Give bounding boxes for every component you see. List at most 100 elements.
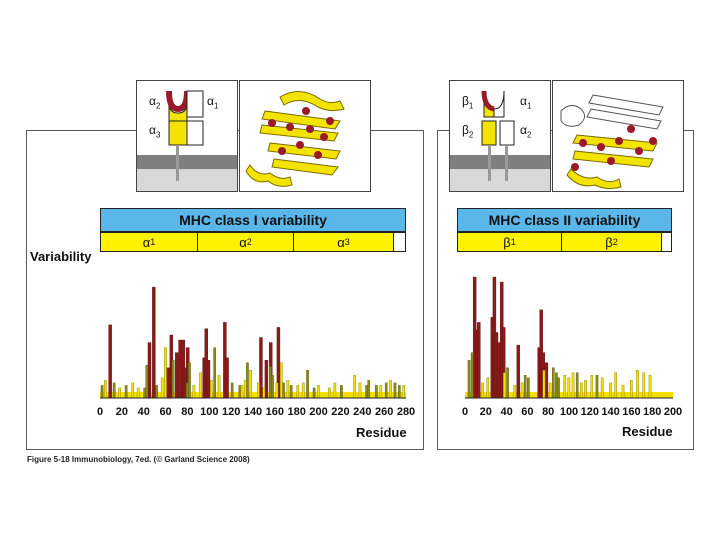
x-axis-label-class-i: Residue [356,425,407,440]
variability-bar-high [182,367,187,399]
variability-bar-medium [557,377,560,399]
variability-bar-medium [246,362,249,399]
variability-bar-medium [188,362,191,399]
x-tick-label: 40 [500,406,513,418]
domain-tail [394,233,405,251]
variability-bar-low [609,382,612,399]
class-ii-variability-chart [465,276,673,399]
variability-bar-low [333,382,337,399]
x-tick-label: 120 [221,406,241,418]
x-tick-label: 160 [265,406,285,418]
variability-bar-low [131,382,134,399]
variability-bar-high [516,344,521,399]
variability-bar-low [353,375,356,399]
x-tick-label: 0 [96,406,104,418]
x-tick-label: 20 [479,406,492,418]
x-tick-label: 140 [243,406,263,418]
variability-bar-high [178,339,182,399]
variability-bar-low [199,372,202,399]
variability-bar-medium [213,347,216,399]
variability-bar-medium [171,359,175,399]
variability-bar-medium [393,382,397,399]
variability-bar-low [614,372,618,399]
variability-bar-low [402,385,406,399]
variability-bar-low [567,377,571,399]
variability-bar-low [358,382,362,399]
x-tick-label: 180 [643,406,662,418]
protein-structure-icon [245,91,345,187]
variability-bar-low [513,385,517,399]
x-tick-label: 60 [521,406,534,418]
x-tick-label: 240 [353,406,372,418]
variability-bar-low [563,375,567,399]
variability-bar-low [240,385,244,399]
variability-bar-low [600,377,604,399]
variability-bar-low [590,375,594,399]
x-tick-label: 140 [601,406,620,418]
variability-bar-low [328,387,331,399]
variability-bar-low [296,385,300,399]
variability-bar-low [249,370,253,399]
variability-bar-low [584,380,587,399]
mhc-class-ii-domain-icon [450,90,550,191]
variability-bar-low [580,382,583,399]
variability-bar-high [206,359,211,399]
variability-bar-medium [100,385,104,399]
variability-bar-medium [375,385,378,399]
variability-bar-medium [365,385,368,399]
variability-bar-low [275,382,279,399]
variability-bar-low [262,387,266,399]
x-tick-label: 40 [137,406,150,418]
variability-bar-high [108,324,112,399]
x-tick-label: 100 [559,406,579,418]
variability-bar-medium [186,382,189,399]
mhc-class-i-domain-icon [137,90,237,191]
variability-bar-medium [230,382,234,399]
variability-bar-low [164,347,167,399]
variability-bar-high [147,342,152,399]
variability-bar-low [642,372,646,399]
variability-bar-low [210,380,213,399]
variability-bar-low [648,375,652,399]
mhc-class-i-structure-image [239,80,371,192]
variability-bar-medium [155,385,159,399]
variability-bar-medium [312,387,316,399]
variability-bar-low [621,385,625,399]
x-tick-label: 180 [287,406,306,418]
variability-bar-low [104,380,107,399]
variability-bar-high [264,359,269,399]
variability-bar-low [379,385,383,399]
variability-bar-medium [467,359,471,399]
x-tick-label: 260 [374,406,394,418]
variability-bar-low [571,372,575,399]
figure-caption: Figure 5-18 Immunobiology, 7ed. (© Garla… [27,455,250,464]
variability-bar-high [175,352,179,399]
variability-bar-medium [551,367,555,399]
x-tick-label: 60 [159,406,172,418]
x-tick-label: 220 [331,406,350,418]
variability-bar-low [520,382,524,399]
y-axis-label: Variability [30,249,92,264]
variability-bar-medium [282,382,285,399]
variability-bar-medium [367,380,371,399]
variability-bar-medium [340,385,343,399]
mhc-class-ii-structure-image [552,80,684,192]
x-tick-label: 80 [181,406,194,418]
variability-bar-medium [575,372,579,399]
mhc-class-i-schematic: α2 α1 α3 [136,80,238,192]
variability-bar-low [636,370,639,399]
variability-bar-medium [124,385,128,399]
variability-bar-low [160,377,164,399]
variability-bar-high [544,362,549,399]
variability-bar-high [166,367,170,399]
label-beta1: β1 [462,94,474,111]
variability-bar-low [136,387,140,399]
label-alpha1-ii: α1 [520,94,532,111]
variability-bar-low [257,382,260,399]
variability-bar-medium [269,366,272,399]
variability-bar-medium [112,382,116,399]
variability-bar-low [243,380,247,399]
variability-bar-low [548,382,552,399]
